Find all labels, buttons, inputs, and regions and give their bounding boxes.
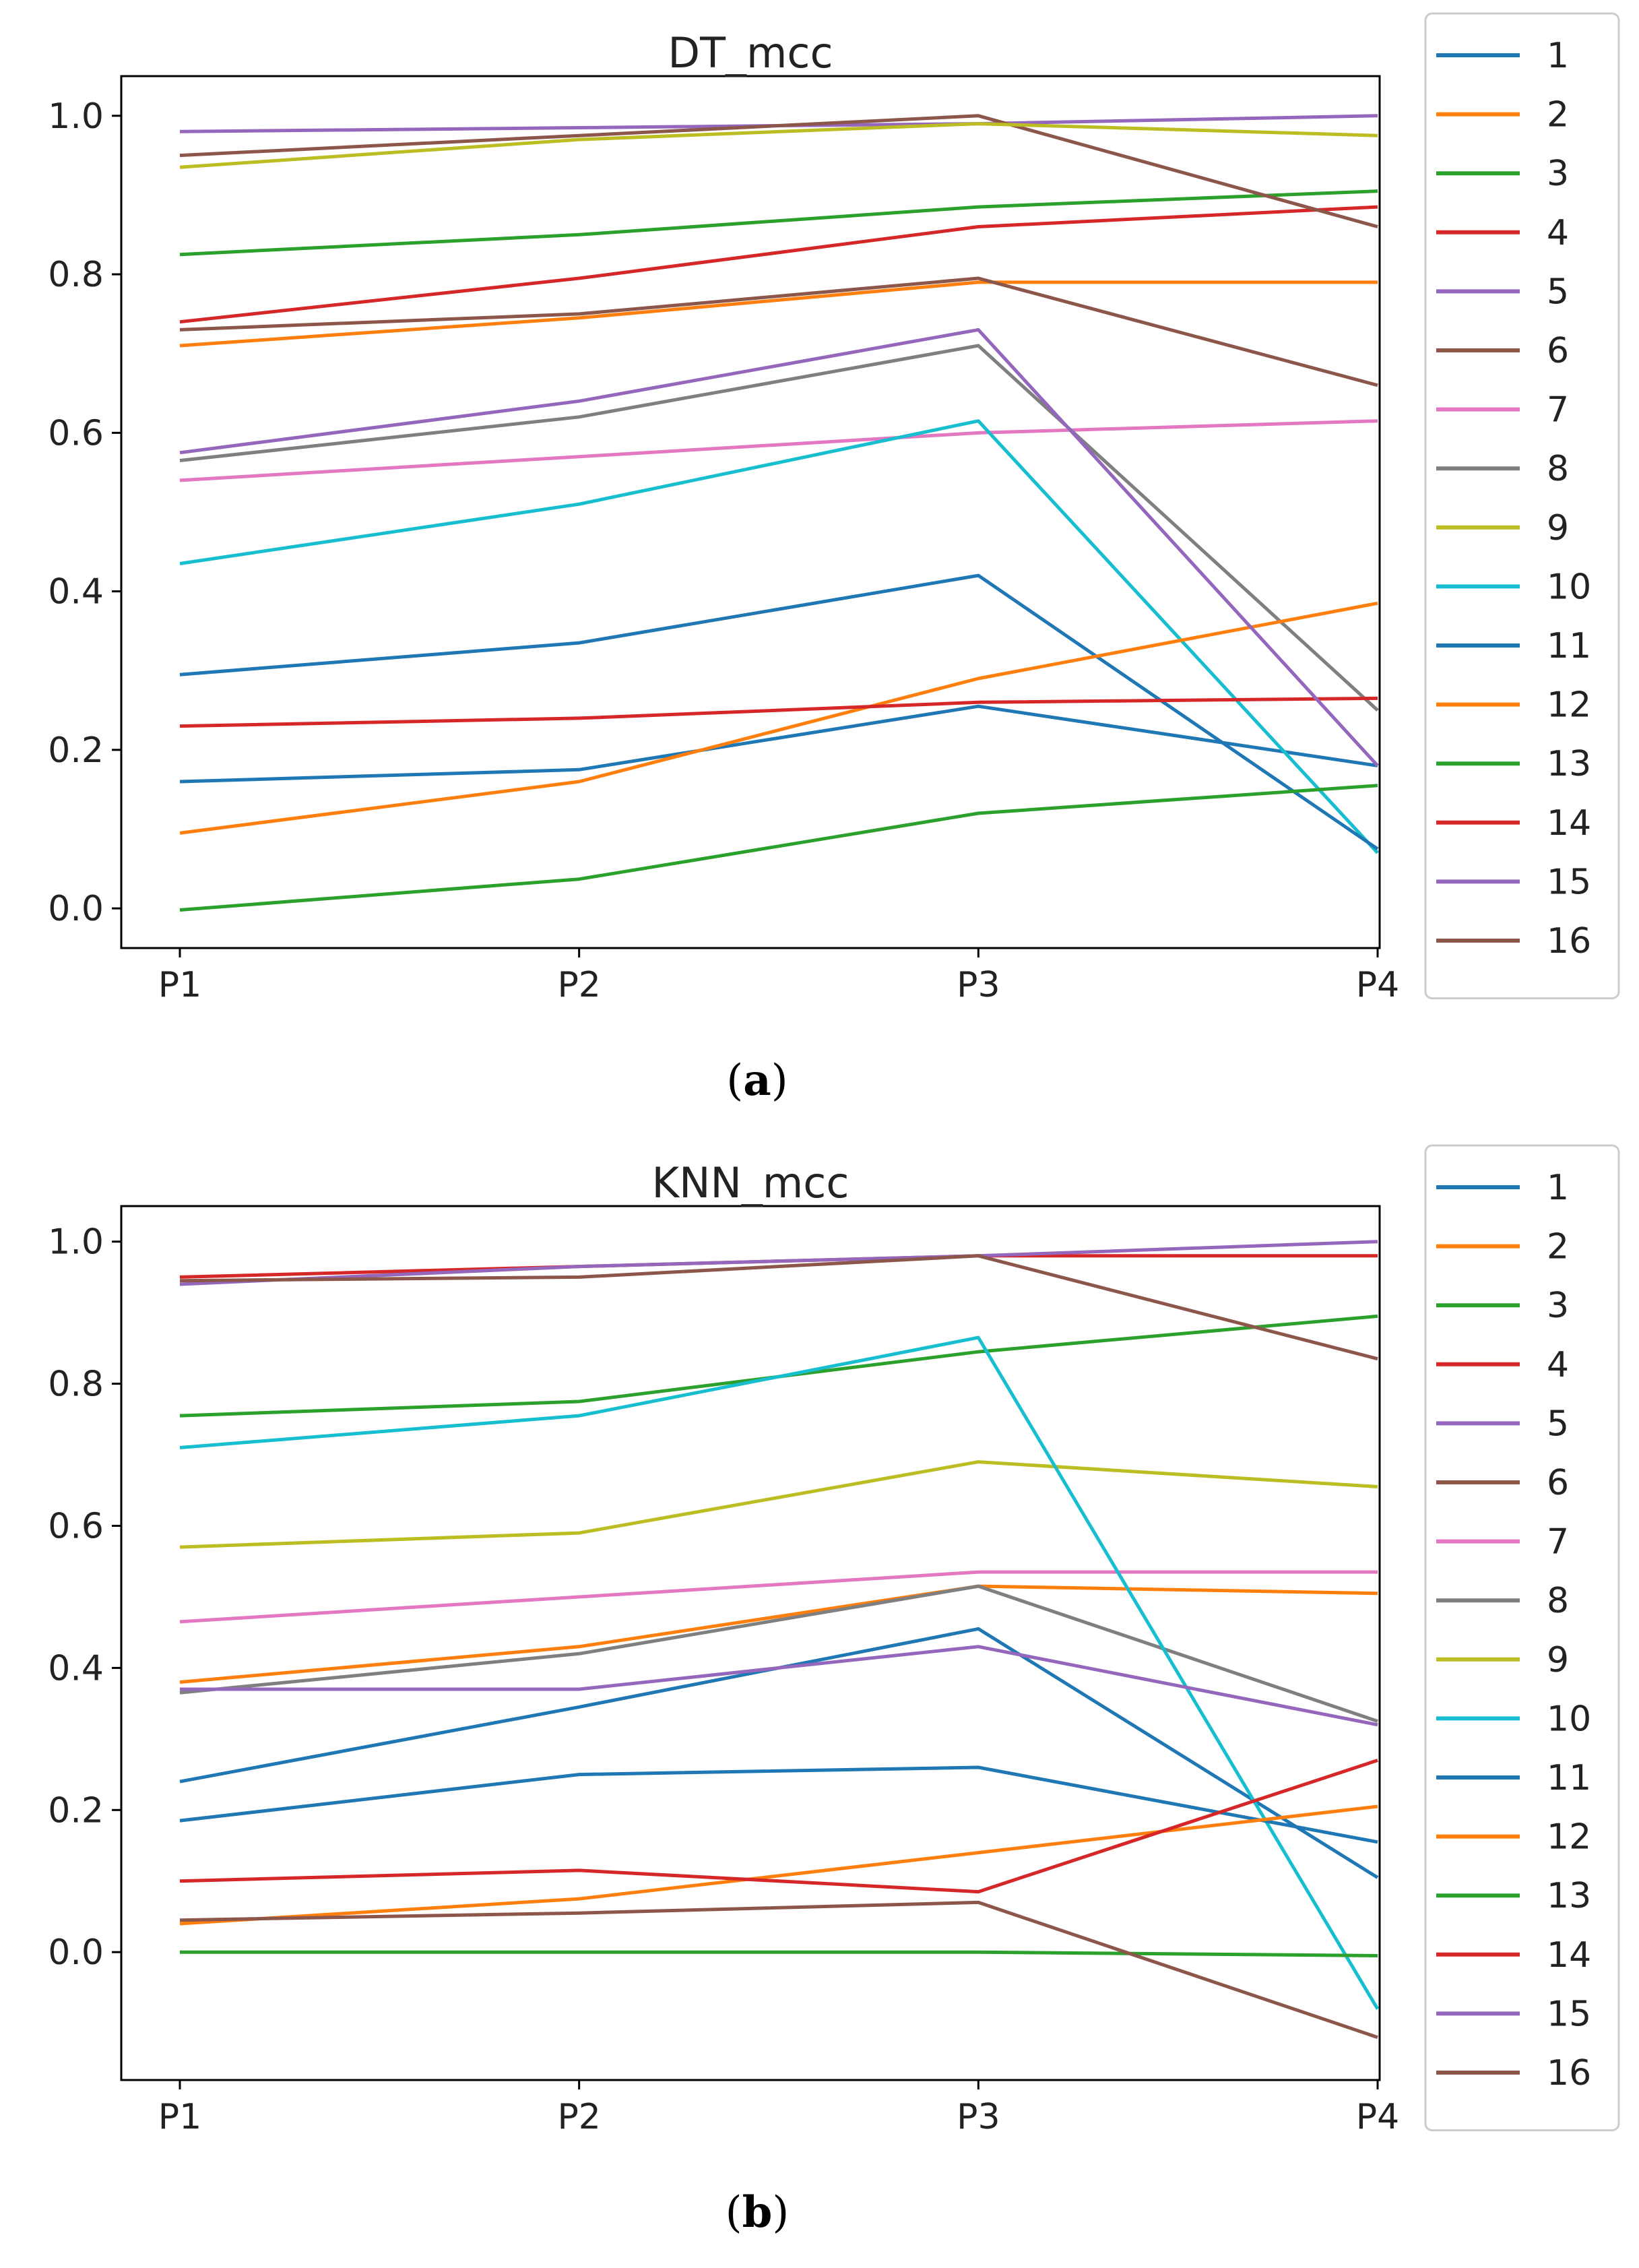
series-line-12 (179, 1804, 1378, 1926)
y-tick-label: 0.4 (48, 1648, 104, 1689)
legend-label-9: 9 (1547, 1640, 1569, 1680)
y-tick-label: 0.2 (48, 730, 104, 771)
series-line-3 (179, 1314, 1378, 1418)
chart-title: KNN_mcc (652, 1158, 849, 1207)
plot-frame (120, 75, 1381, 949)
legend-label-16: 16 (1547, 921, 1591, 962)
series-line-16 (179, 1900, 1378, 2040)
y-tick-label: 0.8 (48, 1364, 104, 1405)
legend-label-11: 11 (1547, 626, 1591, 666)
panel-caption: (a) (726, 1055, 788, 1106)
panel-caption: (b) (726, 2187, 790, 2238)
legend-label-14: 14 (1547, 1935, 1591, 1976)
series-line-9 (179, 1460, 1378, 1549)
series-line-2 (179, 1584, 1378, 1684)
y-tick-label: 0.6 (48, 1507, 104, 1547)
series-line-11 (179, 573, 1379, 851)
legend-label-7: 7 (1547, 390, 1569, 431)
series-line-7 (179, 419, 1378, 482)
series-line-10 (179, 419, 1379, 854)
series-line-11 (179, 1765, 1378, 1844)
y-tick-label: 0.6 (48, 413, 104, 453)
legend-label-13: 13 (1547, 1876, 1591, 1916)
legend-label-15: 15 (1547, 862, 1591, 902)
legend-label-8: 8 (1547, 449, 1569, 489)
legend-label-1: 1 (1547, 36, 1569, 76)
plot-frame (120, 1205, 1381, 2081)
legend-box (1424, 12, 1620, 1000)
series-line-14 (179, 696, 1378, 728)
series-line-2 (179, 280, 1378, 348)
series-line-13 (179, 784, 1378, 912)
legend-label-10: 10 (1547, 1699, 1591, 1739)
legend-label-15: 15 (1547, 1994, 1591, 2034)
x-tick-label: P4 (1356, 965, 1399, 1005)
y-tick-label: 0.2 (48, 1790, 104, 1831)
legend-label-11: 11 (1547, 1758, 1591, 1798)
legend-label-4: 4 (1547, 213, 1569, 253)
x-tick-label: P1 (158, 965, 201, 1005)
chart-title: DT_mcc (668, 28, 833, 77)
series-line-15 (179, 327, 1379, 767)
y-tick-label: 0.0 (48, 1932, 104, 1973)
legend-box (1424, 1144, 1620, 2132)
legend-label-5: 5 (1547, 1404, 1569, 1444)
legend-label-3: 3 (1547, 154, 1569, 194)
x-tick-label: P1 (158, 2097, 201, 2137)
x-tick-label: P2 (557, 2097, 600, 2137)
legend-label-16: 16 (1547, 2053, 1591, 2093)
legend-label-6: 6 (1547, 1463, 1569, 1503)
legend-label-14: 14 (1547, 803, 1591, 844)
series-line-6 (179, 1254, 1378, 1361)
series-line-1 (179, 704, 1378, 784)
y-tick-label: 1.0 (48, 1222, 104, 1263)
x-tick-label: P3 (957, 2097, 1000, 2137)
legend-label-12: 12 (1547, 685, 1591, 726)
x-tick-label: P3 (957, 965, 1000, 1005)
legend-label-2: 2 (1547, 1227, 1569, 1267)
series-line-4 (179, 205, 1378, 324)
legend-label-7: 7 (1547, 1522, 1569, 1563)
x-tick-label: P2 (557, 965, 600, 1005)
legend-label-10: 10 (1547, 567, 1591, 607)
series-line-8 (179, 344, 1379, 712)
legend-label-6: 6 (1547, 331, 1569, 371)
legend-label-9: 9 (1547, 508, 1569, 548)
legend-label-5: 5 (1547, 272, 1569, 312)
series-line-5 (179, 1240, 1378, 1286)
legend-label-1: 1 (1547, 1168, 1569, 1208)
series-line-3 (179, 189, 1378, 257)
series-line-14 (179, 1759, 1378, 1894)
series-line-15 (180, 1645, 1378, 1727)
legend-label-3: 3 (1547, 1286, 1569, 1326)
series-line-12 (179, 601, 1378, 835)
y-tick-label: 0.0 (48, 889, 104, 929)
legend-label-2: 2 (1547, 95, 1569, 135)
legend-label-8: 8 (1547, 1581, 1569, 1621)
series-line-13 (180, 1950, 1378, 1957)
series-line-16 (179, 276, 1378, 387)
series-line-9 (179, 122, 1378, 169)
legend-label-4: 4 (1547, 1345, 1569, 1385)
series-line-6 (179, 114, 1378, 228)
y-tick-label: 1.0 (48, 96, 104, 137)
legend-label-12: 12 (1547, 1817, 1591, 1858)
series-line-10 (179, 1335, 1380, 2010)
legend-label-13: 13 (1547, 744, 1591, 784)
y-tick-label: 0.8 (48, 255, 104, 295)
series-line-7 (179, 1570, 1378, 1624)
y-tick-label: 0.4 (48, 572, 104, 612)
series-line-8 (179, 1584, 1378, 1723)
x-tick-label: P4 (1356, 2097, 1399, 2137)
